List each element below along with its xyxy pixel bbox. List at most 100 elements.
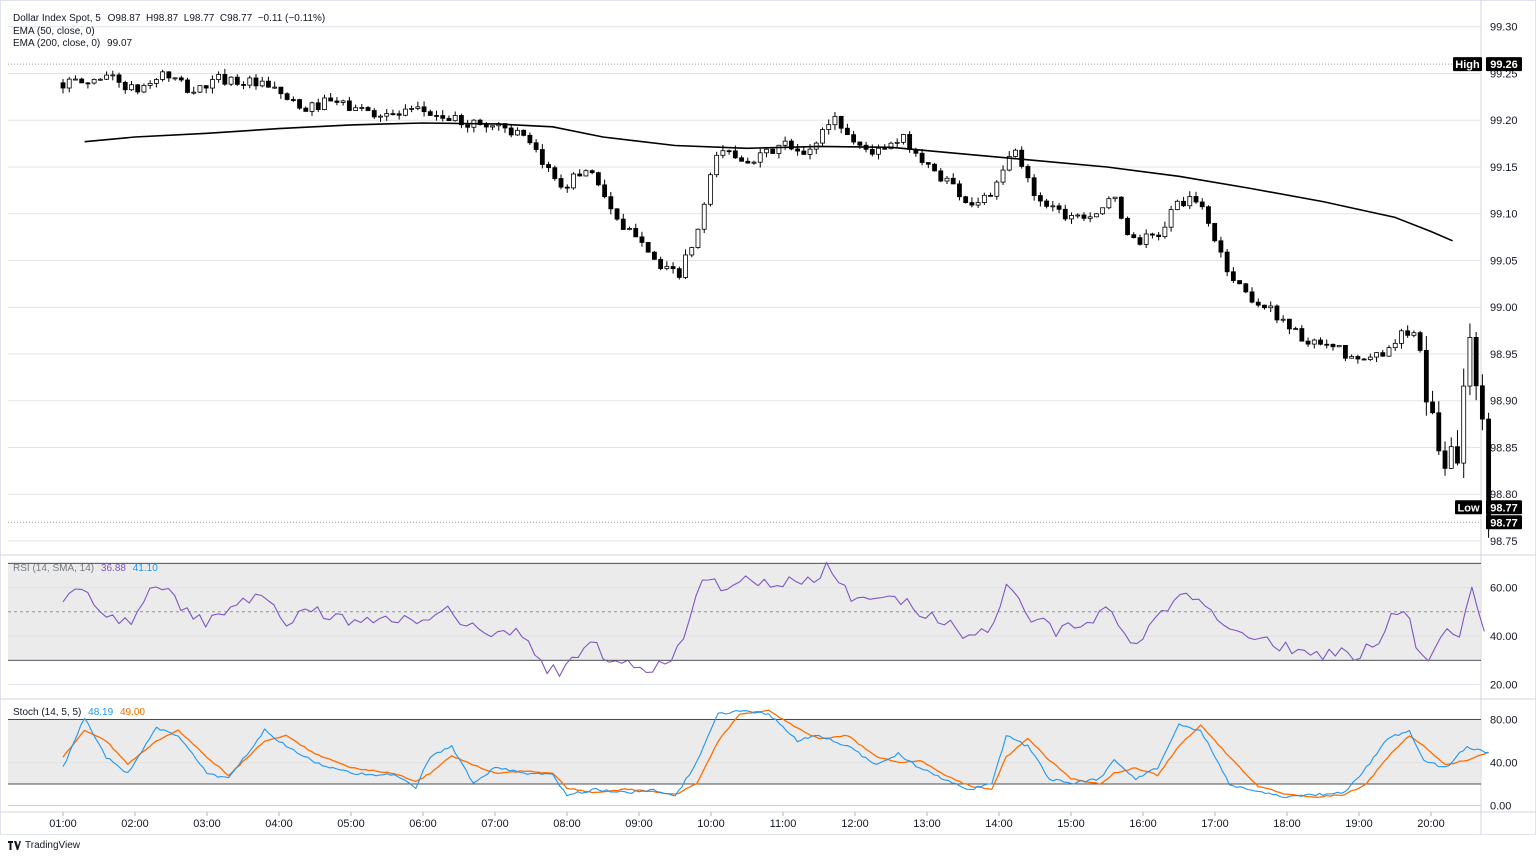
candle[interactable] (97, 78, 103, 81)
candle[interactable] (1187, 196, 1193, 207)
candle[interactable] (683, 254, 688, 278)
candle[interactable] (1293, 328, 1299, 330)
candle[interactable] (882, 147, 888, 150)
candle[interactable] (944, 177, 950, 182)
candle[interactable] (85, 82, 91, 85)
candle[interactable] (1324, 343, 1330, 346)
candle[interactable] (994, 181, 1000, 197)
candle[interactable] (1455, 446, 1460, 464)
candle[interactable] (1237, 280, 1242, 285)
candle[interactable] (1355, 356, 1361, 360)
candle[interactable] (720, 150, 726, 156)
candle[interactable] (950, 177, 956, 185)
candle[interactable] (577, 173, 583, 177)
candle[interactable] (452, 115, 458, 122)
candle[interactable] (726, 150, 732, 153)
candle[interactable] (645, 242, 651, 253)
candle[interactable] (633, 228, 639, 238)
candle[interactable] (421, 106, 427, 113)
candle[interactable] (359, 107, 365, 109)
candle[interactable] (1423, 350, 1429, 403)
candle[interactable] (795, 148, 800, 152)
candle[interactable] (938, 170, 944, 182)
candle[interactable] (620, 218, 626, 230)
candle[interactable] (178, 77, 184, 81)
candle[interactable] (1473, 336, 1479, 387)
candle[interactable] (1299, 328, 1305, 342)
candle[interactable] (1206, 206, 1211, 224)
candle[interactable] (782, 140, 788, 146)
candle[interactable] (1386, 347, 1392, 357)
candle[interactable] (1006, 156, 1012, 171)
candle[interactable] (832, 115, 838, 126)
candle[interactable] (241, 84, 246, 86)
candle[interactable] (66, 78, 72, 89)
candle[interactable] (1094, 213, 1099, 218)
candle[interactable] (440, 115, 446, 119)
candle[interactable] (110, 74, 116, 77)
candle[interactable] (141, 85, 147, 93)
candle[interactable] (60, 82, 66, 89)
candle[interactable] (222, 74, 228, 85)
candle[interactable] (234, 76, 240, 85)
candle[interactable] (689, 247, 695, 256)
candle[interactable] (259, 80, 265, 87)
candle[interactable] (1255, 301, 1261, 306)
candle[interactable] (732, 150, 738, 159)
candle[interactable] (1374, 352, 1379, 358)
candle[interactable] (1125, 217, 1130, 236)
candle[interactable] (1162, 226, 1168, 238)
candle[interactable] (203, 85, 209, 89)
candle[interactable] (309, 102, 315, 112)
candle[interactable] (1461, 385, 1467, 464)
candle[interactable] (1218, 240, 1224, 253)
candle[interactable] (1075, 214, 1081, 217)
candle[interactable] (820, 129, 825, 144)
candle[interactable] (396, 113, 402, 116)
candle[interactable] (1479, 385, 1485, 420)
candle[interactable] (739, 157, 744, 162)
candle[interactable] (303, 107, 309, 112)
candle[interactable] (1087, 216, 1093, 219)
candle[interactable] (1336, 344, 1342, 348)
candle[interactable] (932, 163, 937, 172)
candle[interactable] (1274, 305, 1280, 321)
candle[interactable] (79, 78, 85, 84)
candle[interactable] (191, 91, 197, 94)
candle[interactable] (1230, 271, 1236, 281)
candle[interactable] (1467, 336, 1473, 387)
candle[interactable] (608, 196, 614, 210)
candle[interactable] (515, 129, 520, 136)
candle[interactable] (315, 102, 321, 110)
candle[interactable] (1100, 207, 1106, 215)
candle[interactable] (1131, 234, 1137, 239)
candle[interactable] (1150, 233, 1155, 236)
candle[interactable] (1405, 330, 1411, 336)
candle[interactable] (527, 134, 533, 144)
candle[interactable] (770, 148, 776, 154)
candle[interactable] (1268, 305, 1274, 309)
candle[interactable] (459, 115, 464, 126)
candle[interactable] (73, 78, 78, 81)
candle[interactable] (284, 93, 290, 100)
candle[interactable] (888, 142, 894, 150)
candle[interactable] (907, 134, 913, 150)
candle[interactable] (1106, 198, 1112, 209)
candle[interactable] (1224, 251, 1230, 273)
candle[interactable] (1013, 149, 1018, 157)
candle[interactable] (521, 129, 527, 136)
candle[interactable] (1000, 169, 1006, 183)
candle[interactable] (844, 127, 850, 136)
candle[interactable] (185, 79, 190, 93)
candle[interactable] (384, 113, 390, 117)
candle[interactable] (546, 164, 551, 169)
candle[interactable] (1280, 318, 1286, 321)
candle[interactable] (919, 152, 925, 163)
candle[interactable] (129, 84, 134, 91)
candle[interactable] (1417, 332, 1423, 351)
candle[interactable] (1199, 201, 1205, 208)
candle[interactable] (1380, 352, 1386, 357)
candle[interactable] (1050, 205, 1056, 208)
candle[interactable] (602, 184, 608, 198)
